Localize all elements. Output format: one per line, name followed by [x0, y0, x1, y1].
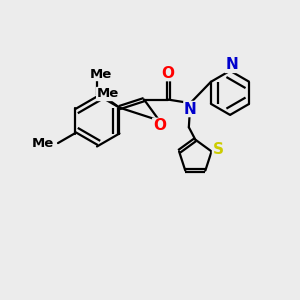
- Text: Me: Me: [90, 68, 112, 80]
- Text: O: O: [162, 66, 175, 81]
- Text: Me: Me: [97, 88, 119, 100]
- Text: N: N: [184, 101, 197, 116]
- Text: S: S: [212, 142, 224, 158]
- Text: O: O: [153, 118, 166, 134]
- Text: Me: Me: [32, 136, 54, 150]
- Text: N: N: [225, 57, 238, 72]
